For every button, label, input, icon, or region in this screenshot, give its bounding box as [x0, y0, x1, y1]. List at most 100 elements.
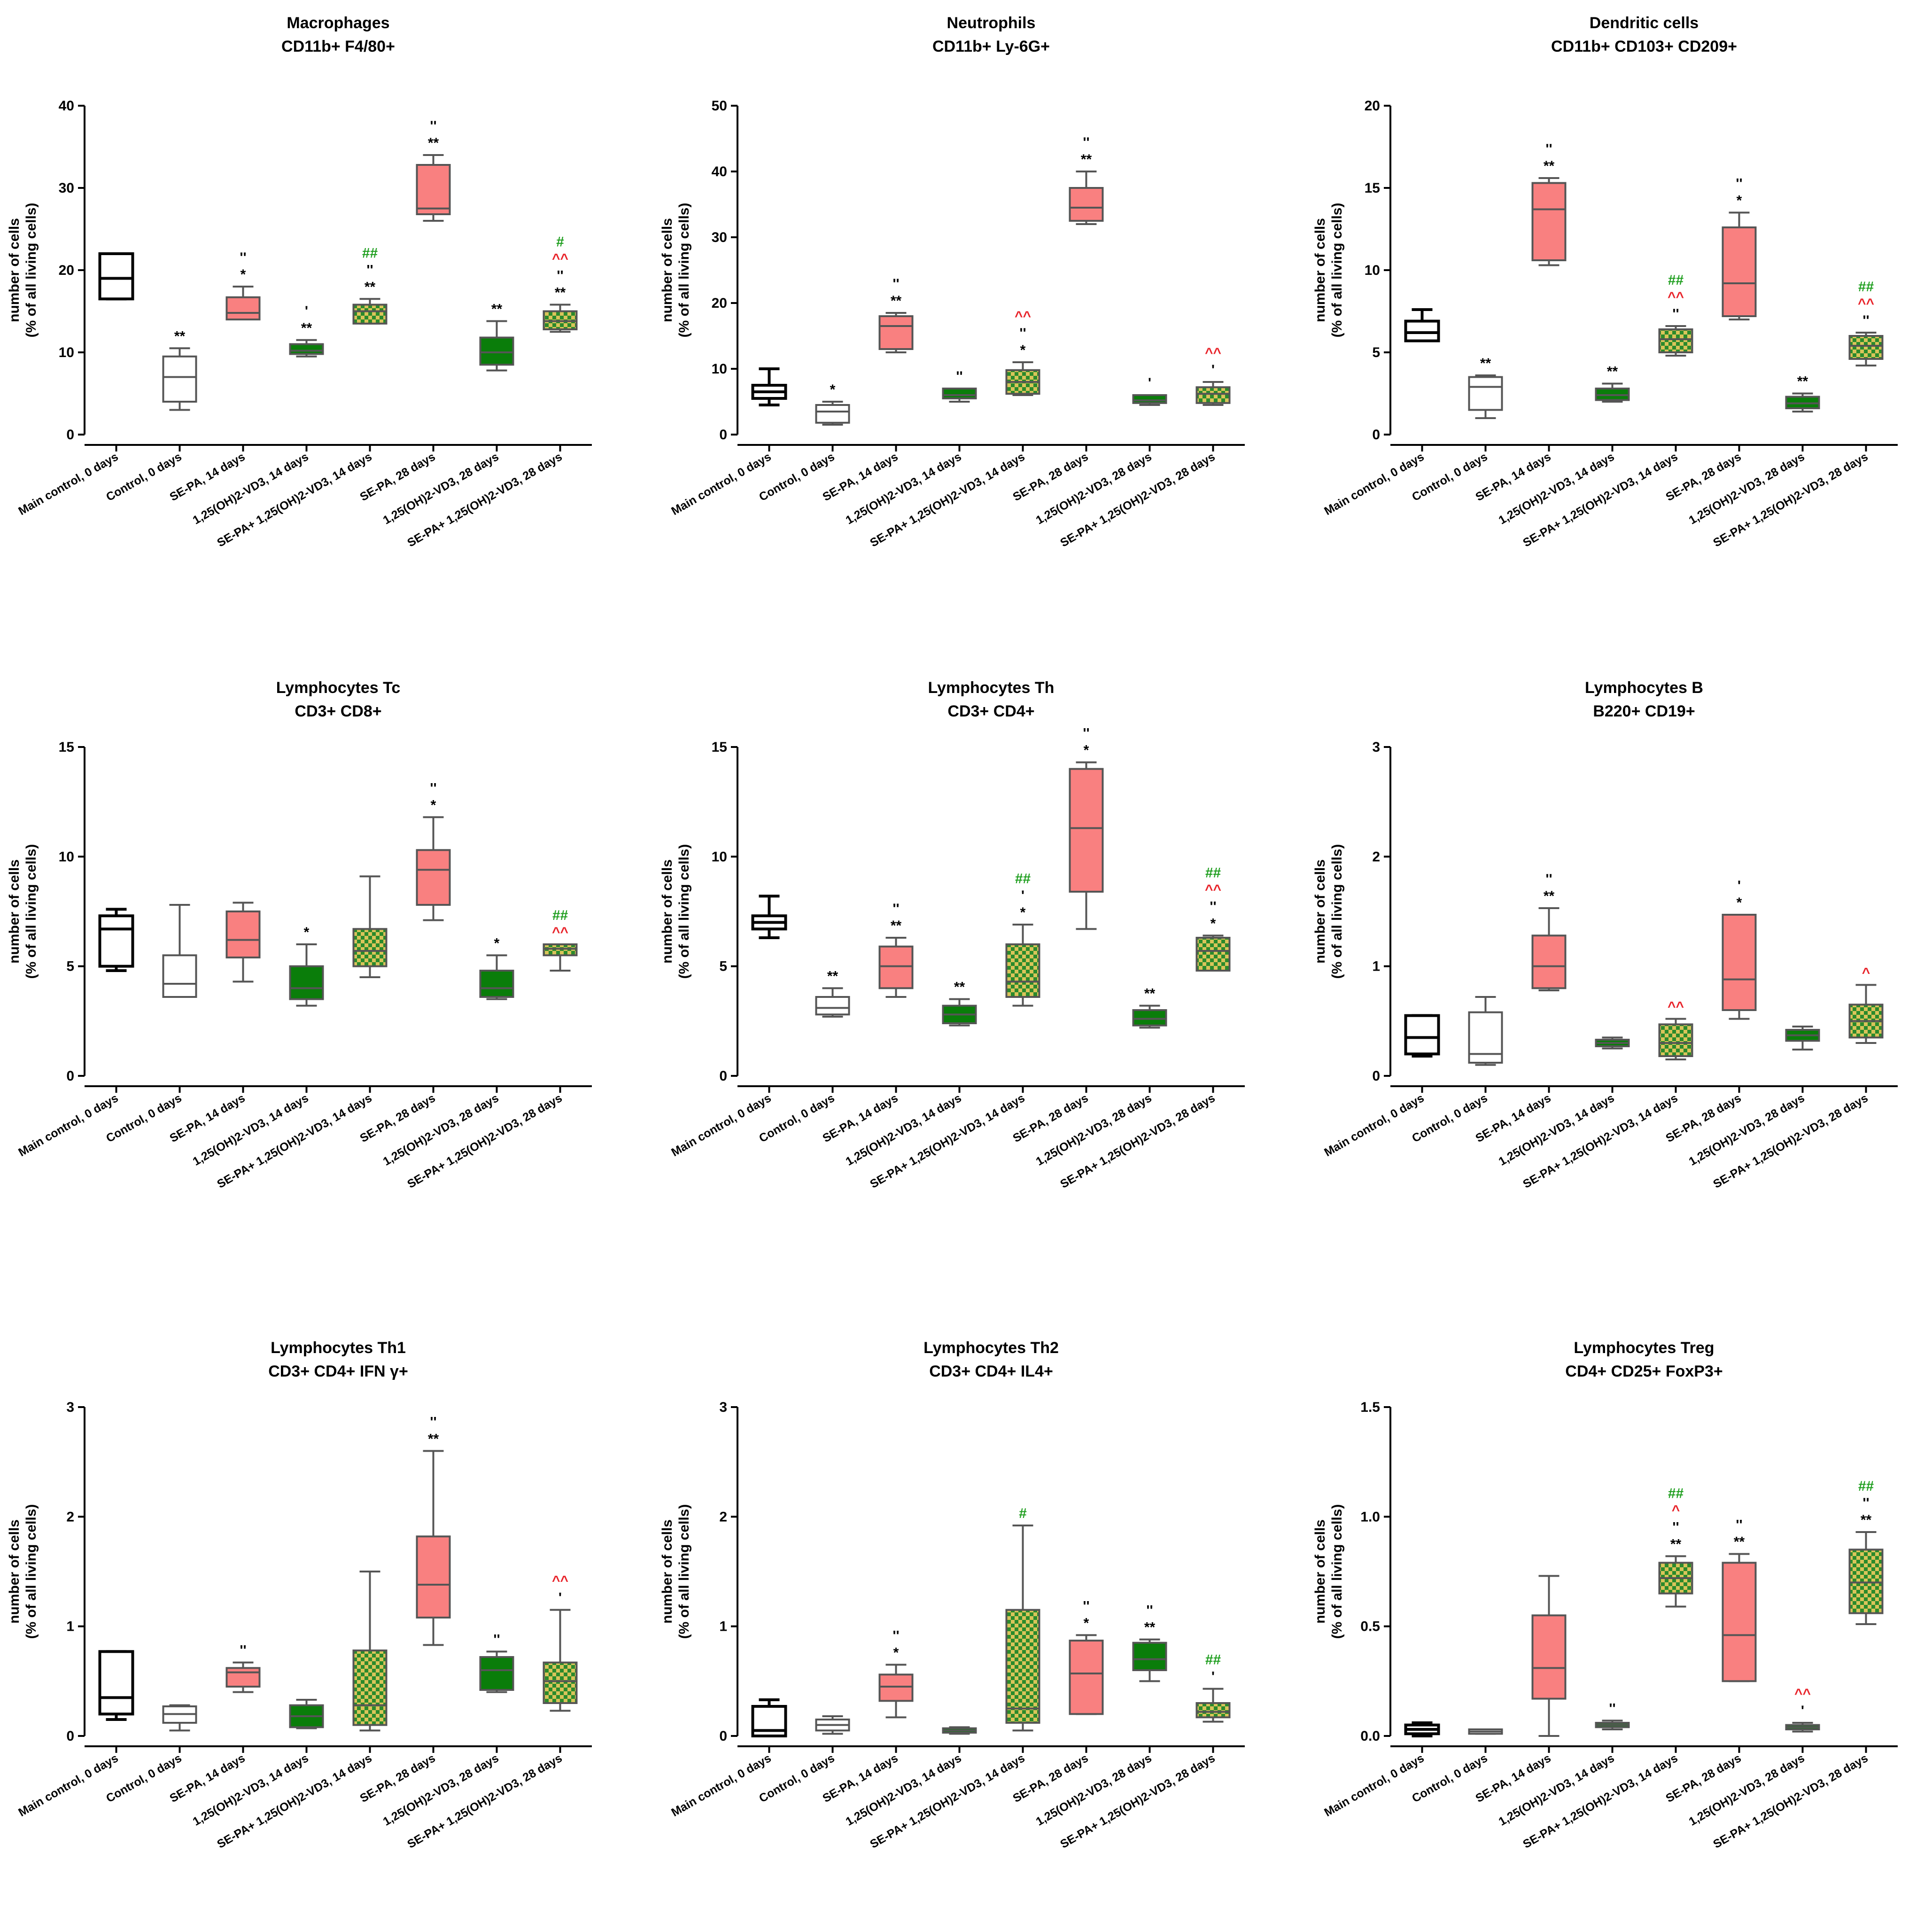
significance-mark: '': [1146, 1603, 1153, 1619]
box-body: [1722, 914, 1757, 1011]
box-body: [1005, 1609, 1040, 1724]
significance-mark: ': [305, 303, 308, 319]
box-8: ^^ ##: [543, 908, 578, 972]
panel-7: Lymphocytes Th1 CD3+ CD4+ IFN γ+ number of…: [7, 1339, 592, 1851]
significance-mark: **: [1670, 1536, 1682, 1552]
box-body: [162, 954, 197, 998]
y-axis-label-2: (% of all living cells): [1329, 1504, 1345, 1639]
significance-mark: **: [428, 135, 439, 151]
box-2: [1468, 996, 1503, 1066]
x-tick-label: 1,25(OH)2-VD3, 14 days: [844, 1751, 964, 1829]
box-6: *': [1722, 878, 1757, 1020]
box-body: [1722, 1562, 1757, 1682]
panel-title: Macrophages: [287, 14, 389, 32]
box-body: [352, 303, 388, 325]
box-3: **'': [878, 901, 914, 998]
box-8: '^^: [543, 1573, 578, 1712]
box-1: [751, 367, 787, 406]
significance-mark: **: [891, 293, 902, 309]
significance-mark: ^^: [1794, 1686, 1811, 1702]
panel-title: Lymphocytes Tc: [276, 679, 401, 697]
significance-mark: ^^: [1858, 296, 1874, 311]
box-3: [1531, 1575, 1567, 1737]
y-tick-label: 30: [59, 180, 74, 196]
box-body: [479, 1656, 514, 1691]
significance-mark: **: [365, 279, 376, 295]
box-body: [98, 914, 134, 968]
y-axis-label-2: (% of all living cells): [1329, 844, 1345, 979]
panel-5: Lymphocytes Th CD3+ CD4+ number of cells (%…: [660, 679, 1245, 1191]
significance-mark: *: [304, 925, 310, 940]
significance-mark: **: [1480, 356, 1491, 371]
box-5: [352, 1571, 388, 1732]
x-tick-label: Main control, 0 days: [16, 1751, 120, 1819]
significance-mark: '': [557, 268, 563, 284]
box-body: [1195, 386, 1231, 404]
significance-mark: *: [1737, 895, 1742, 910]
y-tick-label: 20: [59, 263, 74, 278]
y-tick-label: 0: [1372, 1068, 1380, 1084]
y-tick-label: 2: [719, 1509, 727, 1525]
x-tick-label: 1,25(OH)2-VD3, 14 days: [1497, 1751, 1617, 1829]
x-tick-label: 1,25(OH)2-VD3, 14 days: [844, 450, 964, 527]
y-tick-label: 1: [719, 1619, 727, 1634]
box-1: [98, 908, 134, 972]
box-2: **: [815, 968, 850, 1018]
box-2: **: [162, 328, 197, 411]
significance-mark: '': [430, 780, 436, 796]
significance-mark: '': [892, 901, 899, 917]
y-tick-label: 5: [66, 959, 74, 974]
box-2: *: [815, 382, 850, 426]
box-body: [1468, 1011, 1503, 1064]
significance-mark: **: [1144, 1620, 1156, 1635]
box-3: * '': [878, 1628, 914, 1719]
box-body: [815, 404, 850, 424]
panel-subtitle: CD4+ CD25+ FoxP3+: [1565, 1362, 1723, 1380]
significance-mark: '': [1019, 326, 1026, 341]
y-axis-label: number of cells: [7, 218, 22, 322]
y-tick-label: 1.0: [1360, 1509, 1380, 1525]
box-6: *'': [1722, 176, 1757, 320]
significance-mark: ^^: [1668, 999, 1684, 1015]
box-body: [1069, 768, 1104, 893]
significance-mark: ##: [1858, 1478, 1874, 1494]
significance-mark: '': [240, 250, 246, 265]
panel-8: Lymphocytes Th2 CD3+ CD4+ IL4+ number of c…: [660, 1339, 1245, 1851]
box-4: **: [942, 980, 977, 1027]
box-body: [1658, 1023, 1693, 1057]
x-tick-label: 1,25(OH)2-VD3, 28 days: [1687, 1751, 1807, 1829]
box-4: *: [289, 925, 324, 1007]
box-3: '': [225, 1643, 261, 1693]
y-tick-label: 1: [1372, 959, 1380, 974]
box-1: [1404, 308, 1440, 342]
panel-subtitle: CD3+ CD4+ IFN γ+: [268, 1362, 408, 1380]
box-5: **''^##: [1658, 1486, 1693, 1608]
x-tick-label: Main control, 0 days: [1322, 1091, 1426, 1159]
panel-subtitle: CD11b+ F4/80+: [281, 38, 395, 55]
panel-2: Neutrophils CD11b+ Ly-6G+ number of cells(…: [660, 14, 1245, 550]
y-tick-label: 3: [66, 1400, 74, 1415]
y-axis-label-2: (% of all living cells): [676, 203, 692, 338]
y-axis-label-2: (% of all living cells): [676, 844, 692, 979]
panel-title: Neutrophils: [947, 14, 1036, 32]
box-body: [878, 945, 914, 989]
significance-mark: ##: [1205, 1652, 1221, 1668]
y-tick-label: 0: [66, 1728, 74, 1744]
significance-mark: ': [1211, 362, 1215, 378]
box-7: **'': [1132, 1603, 1167, 1682]
box-body: [162, 355, 197, 403]
box-body: [225, 296, 261, 320]
significance-mark: ': [1738, 878, 1741, 894]
significance-mark: ##: [1668, 1486, 1684, 1501]
box-1: [751, 895, 787, 939]
significance-mark: **: [1734, 1534, 1745, 1550]
box-body: [1132, 394, 1167, 404]
box-4: '': [1595, 1701, 1630, 1730]
box-body: [1468, 376, 1503, 411]
significance-mark: **: [827, 968, 838, 984]
x-tick-label: Main control, 0 days: [16, 1091, 120, 1159]
x-tick-label: 1,25(OH)2-VD3, 28 days: [1034, 1751, 1154, 1829]
panel-subtitle: CD3+ CD4+: [947, 702, 1034, 720]
box-body: [289, 965, 324, 1000]
